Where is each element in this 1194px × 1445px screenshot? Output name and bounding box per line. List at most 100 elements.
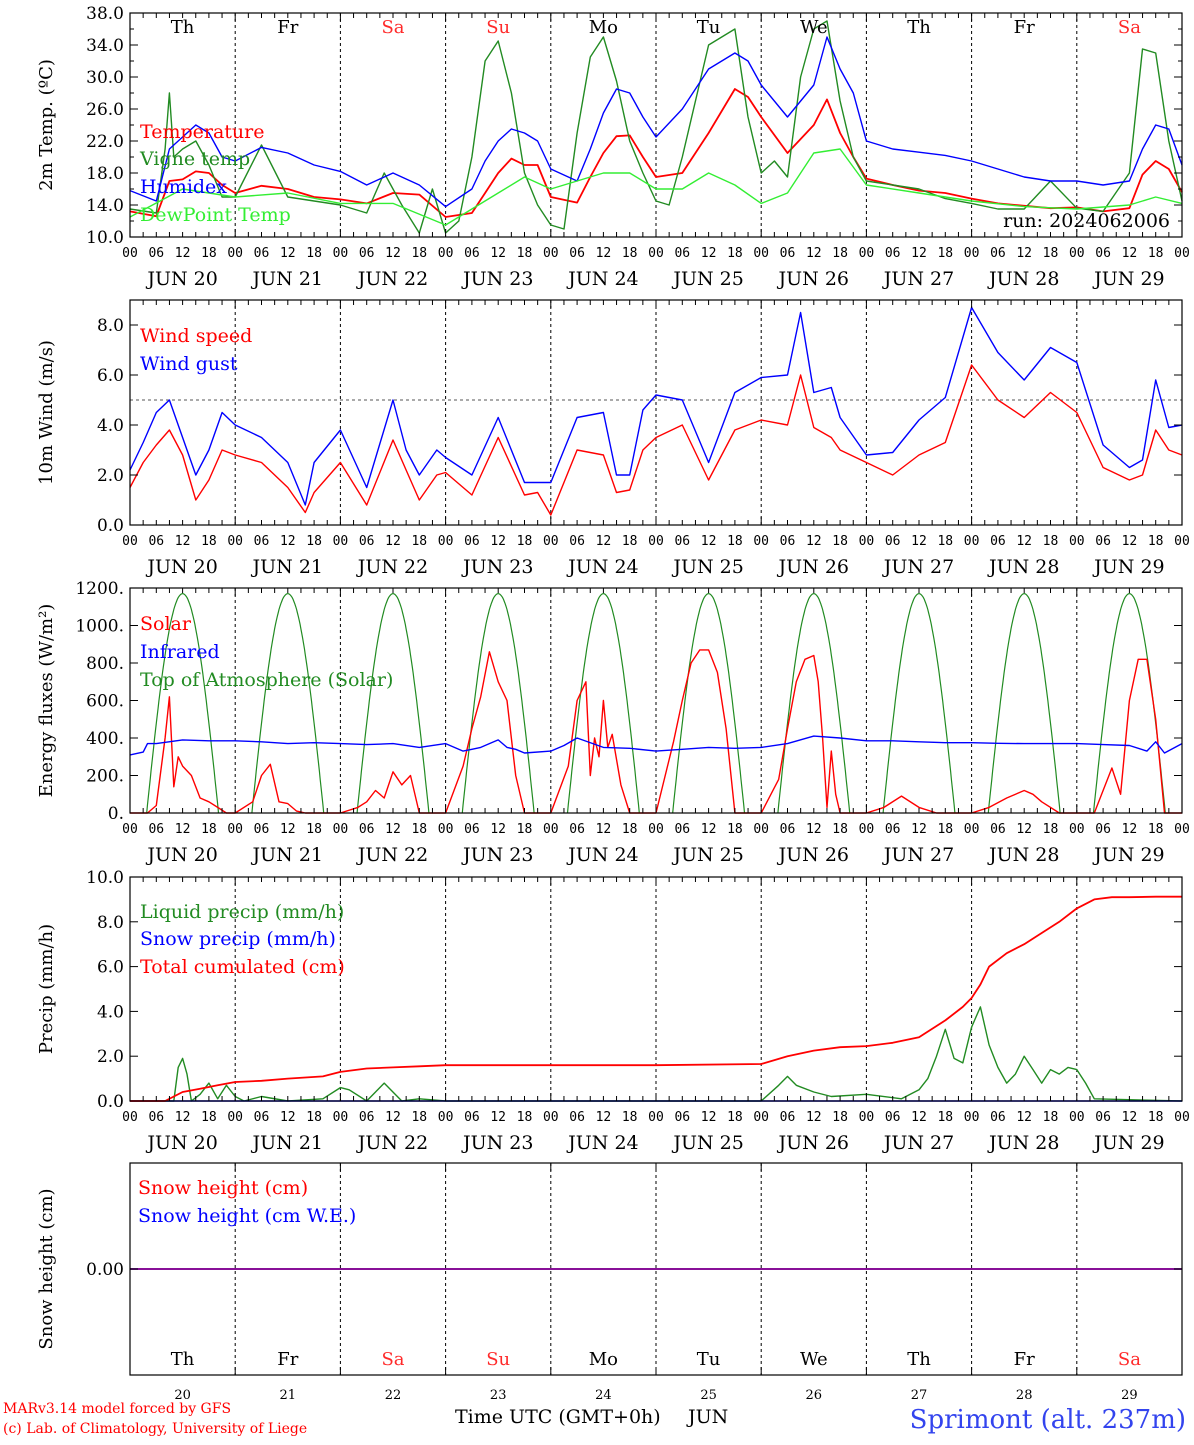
hour-tick-label: 18 xyxy=(201,534,217,549)
day-label: JUN 22 xyxy=(356,556,428,578)
hour-tick-label: 00 xyxy=(1174,246,1190,261)
hour-tick-label: 18 xyxy=(832,534,848,549)
hour-tick-label: 18 xyxy=(1043,246,1059,261)
hour-tick-label: 00 xyxy=(1069,246,1085,261)
y-tick-label: 38.0 xyxy=(86,4,124,24)
hour-tick-label: 00 xyxy=(859,534,875,549)
hour-tick-label: 12 xyxy=(385,822,401,837)
hour-tick-label: 00 xyxy=(227,534,243,549)
day-of-week-label: Fr xyxy=(1014,1349,1035,1370)
hour-tick-label: 18 xyxy=(411,1110,427,1125)
hour-tick-label: 06 xyxy=(359,822,375,837)
day-label: JUN 22 xyxy=(356,268,428,290)
hour-tick-label: 06 xyxy=(885,1110,901,1125)
hour-tick-label: 00 xyxy=(122,822,138,837)
day-label: JUN 20 xyxy=(145,844,217,866)
day-of-week-label: Fr xyxy=(277,1349,298,1370)
day-of-week-label: Sa xyxy=(381,1349,404,1370)
hour-tick-label: 12 xyxy=(1122,822,1138,837)
hour-tick-label: 00 xyxy=(1069,534,1085,549)
hour-tick-label: 18 xyxy=(201,246,217,261)
y-tick-label: 14.0 xyxy=(86,196,124,216)
hour-tick-label: 00 xyxy=(227,822,243,837)
y-tick-label: 34.0 xyxy=(86,36,124,56)
hour-tick-label: 12 xyxy=(911,1110,927,1125)
series-line-total-cumulated-cm xyxy=(130,895,1182,1102)
hour-tick-label: 12 xyxy=(1016,534,1032,549)
hour-tick-label: 00 xyxy=(964,534,980,549)
hour-tick-label: 06 xyxy=(1095,534,1111,549)
hour-tick-label: 00 xyxy=(438,1110,454,1125)
series-line-vigne-temp xyxy=(129,20,1183,234)
hour-tick-label: 00 xyxy=(753,822,769,837)
hour-tick-label: 12 xyxy=(280,534,296,549)
legend-entry: Snow height (cm W.E.) xyxy=(138,1205,356,1227)
legend-entry-top-of-atmosphere: Top of Atmosphere (Solar) xyxy=(140,669,393,691)
hour-tick-label: 12 xyxy=(175,822,191,837)
hour-tick-label: 06 xyxy=(359,1110,375,1125)
y-tick-label: 18.0 xyxy=(86,164,124,184)
hour-tick-label: 06 xyxy=(359,246,375,261)
hour-tick-label: 06 xyxy=(990,534,1006,549)
y-tick-label: 6.0 xyxy=(97,958,124,978)
hour-tick-label: 00 xyxy=(543,246,559,261)
hour-tick-label: 06 xyxy=(780,822,796,837)
hour-tick-label: 00 xyxy=(227,246,243,261)
hour-tick-label: 00 xyxy=(1174,1110,1190,1125)
day-of-week-label: Sa xyxy=(381,17,404,38)
hour-tick-label: 18 xyxy=(1148,822,1164,837)
hour-tick-label: 18 xyxy=(306,1110,322,1125)
hour-tick-label: 18 xyxy=(411,822,427,837)
day-label: JUN 23 xyxy=(461,844,533,866)
day-label: JUN 26 xyxy=(777,844,849,866)
legend-entry: Infrared xyxy=(140,641,220,663)
hour-tick-label: 12 xyxy=(280,1110,296,1125)
hour-tick-label: 00 xyxy=(333,822,349,837)
hour-tick-label: 18 xyxy=(622,1110,638,1125)
day-label: JUN 23 xyxy=(461,1132,533,1154)
y-tick-label: 4.0 xyxy=(97,416,124,436)
day-label: JUN 28 xyxy=(987,268,1059,290)
day-number-label: 25 xyxy=(700,1388,717,1403)
hour-tick-label: 12 xyxy=(490,246,506,261)
hour-tick-label: 06 xyxy=(254,246,270,261)
hour-tick-label: 00 xyxy=(648,1110,664,1125)
y-tick-label: 8.0 xyxy=(97,913,124,933)
hour-tick-label: 06 xyxy=(990,246,1006,261)
day-number-label: 29 xyxy=(1121,1388,1138,1403)
hour-tick-label: 18 xyxy=(1148,1110,1164,1125)
day-label: JUN 29 xyxy=(1092,268,1164,290)
day-label: JUN 28 xyxy=(987,556,1059,578)
day-label: JUN 24 xyxy=(566,268,638,290)
hour-tick-label: 18 xyxy=(622,822,638,837)
hour-tick-label: 12 xyxy=(385,246,401,261)
day-label: JUN 23 xyxy=(461,556,533,578)
station-name: Sprimont (alt. 237m) xyxy=(910,1405,1186,1435)
credit-line-2: (c) Lab. of Climatology, University of L… xyxy=(3,1421,307,1437)
hour-tick-label: 06 xyxy=(1095,822,1111,837)
y-tick-label: 400. xyxy=(86,729,124,749)
hour-tick-label: 18 xyxy=(517,534,533,549)
day-label: JUN 29 xyxy=(1092,556,1164,578)
hour-tick-label: 06 xyxy=(464,822,480,837)
series-layer xyxy=(129,20,1183,1270)
hour-tick-label: 12 xyxy=(701,246,717,261)
hour-tick-label: 18 xyxy=(727,822,743,837)
hour-tick-label: 18 xyxy=(411,534,427,549)
hour-tick-label: 00 xyxy=(1069,822,1085,837)
hour-tick-label: 18 xyxy=(517,1110,533,1125)
legend-entry: DewPoint Temp xyxy=(140,204,291,226)
day-of-week-label: Fr xyxy=(1014,17,1035,38)
hour-tick-label: 06 xyxy=(148,822,164,837)
legend-entry: Wind gust xyxy=(140,353,238,375)
hour-tick-label: 00 xyxy=(438,534,454,549)
frames-layer xyxy=(129,12,1183,1376)
y-tick-label: 22.0 xyxy=(86,132,124,152)
hour-tick-label: 06 xyxy=(148,246,164,261)
day-label: JUN 20 xyxy=(145,268,217,290)
hour-tick-label: 18 xyxy=(411,246,427,261)
y-tick-label: 0. xyxy=(108,804,124,824)
day-label: JUN 25 xyxy=(671,1132,743,1154)
y-tick-label: 26.0 xyxy=(86,100,124,120)
